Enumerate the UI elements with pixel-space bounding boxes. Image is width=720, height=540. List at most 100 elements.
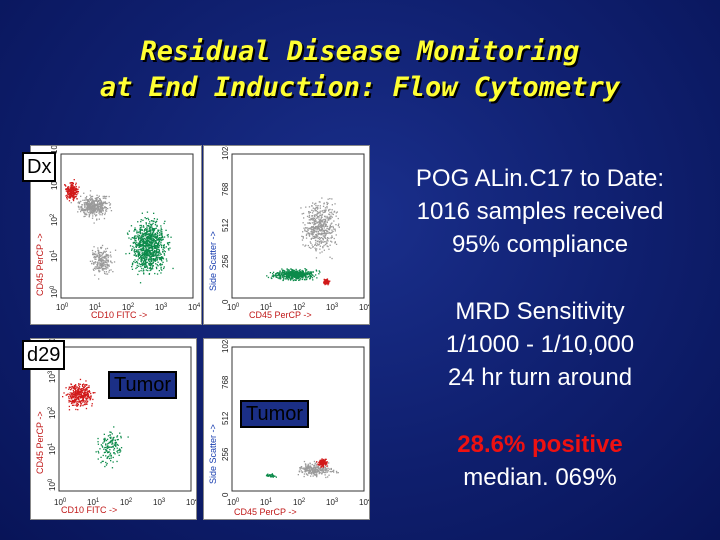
event-dot	[323, 231, 325, 233]
event-dot	[156, 267, 158, 270]
event-dot	[321, 230, 323, 232]
event-dot	[301, 276, 303, 278]
event-dot	[150, 264, 152, 267]
event-dot	[152, 241, 154, 244]
event-dot	[298, 278, 300, 280]
event-dot	[138, 243, 140, 245]
event-dot	[322, 462, 324, 465]
event-dot	[304, 469, 306, 471]
event-dot	[292, 270, 294, 272]
event-dot	[92, 252, 94, 254]
event-dot	[299, 269, 301, 271]
event-dot	[286, 277, 289, 279]
event-dot	[150, 244, 152, 246]
event-dot	[320, 240, 322, 242]
event-dot	[312, 226, 314, 228]
event-dot	[71, 186, 73, 189]
event-dot	[143, 234, 145, 236]
event-dot	[288, 273, 290, 275]
event-dot	[316, 245, 318, 247]
event-dot	[149, 264, 151, 266]
event-dot	[282, 278, 285, 280]
event-dot	[81, 208, 84, 210]
event-dot	[142, 247, 144, 249]
event-dot	[320, 470, 323, 472]
event-dot	[100, 259, 102, 262]
event-dot	[298, 276, 300, 279]
event-dot	[103, 195, 106, 197]
event-dot	[289, 275, 291, 278]
event-dot	[97, 443, 99, 445]
event-dot	[327, 476, 329, 478]
event-dot	[99, 214, 101, 216]
event-dot	[135, 255, 137, 257]
event-dot	[95, 208, 97, 210]
event-dot	[319, 459, 321, 462]
event-dot	[306, 231, 309, 233]
event-dot	[148, 236, 150, 239]
event-dot	[315, 269, 317, 271]
event-dot	[324, 223, 326, 225]
event-dot	[323, 461, 326, 463]
event-dot	[144, 217, 146, 219]
event-dot	[147, 253, 149, 255]
event-dot	[146, 231, 148, 233]
event-dot	[111, 467, 114, 469]
event-dot	[313, 230, 315, 232]
event-dot	[138, 265, 140, 267]
event-dot	[96, 219, 98, 221]
event-dot	[322, 235, 324, 237]
event-dot	[332, 230, 334, 233]
event-dot	[102, 208, 104, 211]
event-dot	[310, 471, 312, 474]
event-dot	[308, 272, 310, 274]
event-dot	[160, 238, 162, 240]
event-dot	[134, 253, 136, 255]
event-dot	[336, 211, 338, 213]
event-dot	[153, 229, 155, 231]
event-dot	[317, 225, 320, 227]
event-dot	[149, 221, 151, 223]
event-dot	[75, 403, 78, 405]
event-dot	[70, 190, 73, 192]
event-dot	[310, 272, 313, 274]
event-dot	[143, 260, 145, 262]
event-dot	[151, 263, 153, 266]
event-dot	[87, 394, 89, 396]
event-dot	[92, 268, 95, 270]
event-dot	[160, 233, 162, 235]
event-dot	[162, 236, 164, 239]
event-dot	[135, 254, 137, 257]
event-dot	[107, 267, 109, 269]
event-dot	[157, 229, 159, 231]
event-dot	[112, 461, 114, 463]
event-dot	[321, 458, 323, 460]
event-dot	[143, 273, 145, 275]
event-dot	[276, 272, 278, 274]
event-dot	[314, 239, 317, 242]
event-dot	[322, 470, 324, 473]
event-dot	[169, 247, 171, 249]
event-dot	[333, 228, 335, 230]
event-dot	[76, 401, 79, 403]
info-line-1: POG ALin.C17 to Date:	[415, 165, 665, 192]
event-dot	[69, 191, 71, 193]
event-dot	[150, 254, 152, 256]
event-dot	[116, 439, 118, 441]
event-dot	[316, 227, 318, 229]
event-dot	[278, 274, 280, 277]
event-dot	[98, 255, 100, 257]
event-dot	[135, 246, 137, 248]
event-dot	[117, 444, 119, 446]
event-dot	[319, 468, 321, 470]
event-dot	[141, 247, 143, 249]
event-dot	[98, 204, 100, 206]
event-dot	[272, 271, 275, 273]
event-dot	[98, 259, 100, 261]
event-dot	[158, 250, 161, 252]
event-dot	[82, 389, 84, 391]
dx-label: Dx	[22, 152, 57, 182]
event-dot	[336, 472, 338, 474]
event-dot	[272, 474, 274, 476]
event-dot	[315, 270, 318, 272]
